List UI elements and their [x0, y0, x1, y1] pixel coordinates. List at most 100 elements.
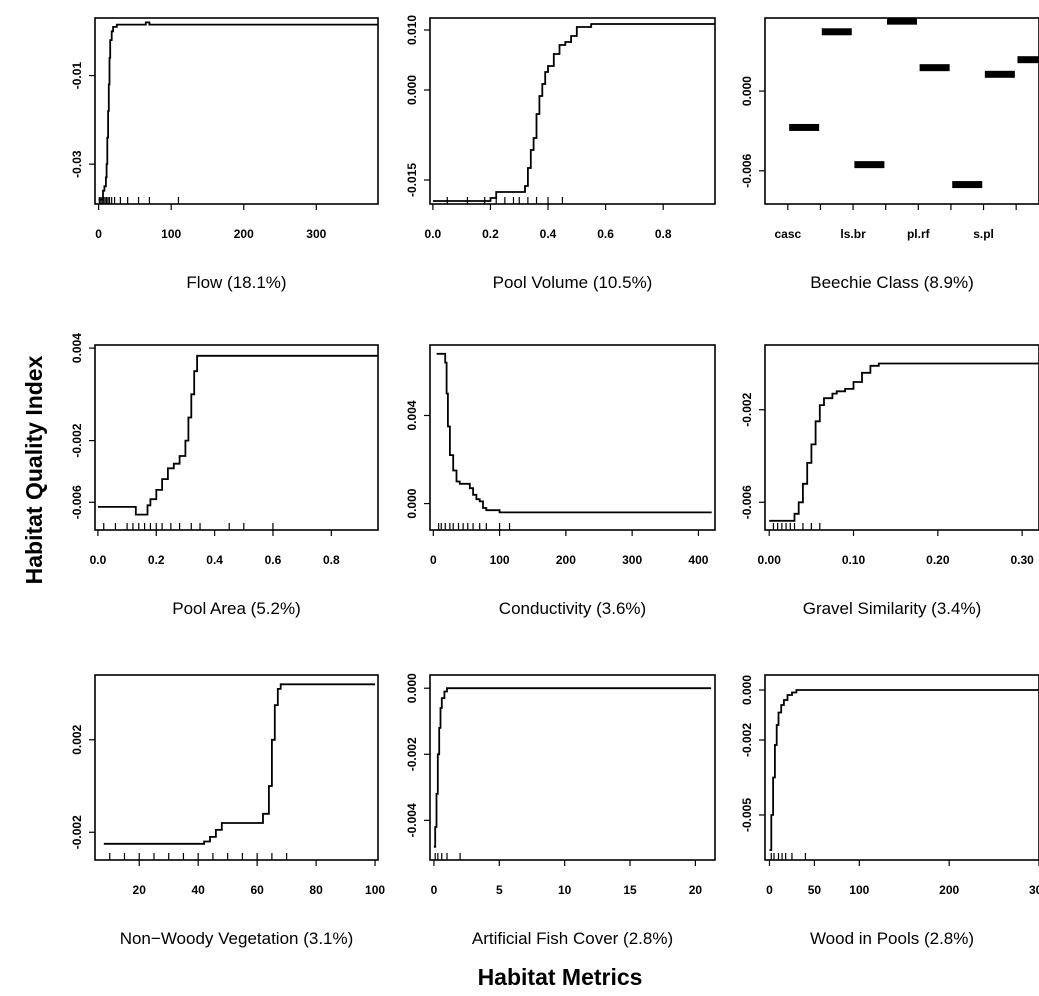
partial-dependence-line — [432, 23, 715, 202]
y-tick-label: -0.006 — [740, 153, 754, 187]
x-tick-label: 300 — [306, 227, 326, 241]
plot-frame — [429, 674, 716, 861]
y-tick-label: 0.000 — [405, 75, 419, 105]
y-tick-label: -0.006 — [740, 485, 754, 519]
x-tick-label: 5 — [496, 883, 503, 897]
class-effect-bar — [952, 181, 983, 189]
panel-xlabel: Conductivity (3.6%) — [499, 599, 646, 618]
x-tick-label: 200 — [939, 883, 959, 897]
panel-xlabel: Beechie Class (8.9%) — [810, 273, 973, 292]
y-tick-label: -0.002 — [405, 737, 419, 771]
x-tick-label: casc — [774, 227, 801, 241]
class-effect-bar — [886, 17, 918, 25]
x-tick-label: 50 — [808, 883, 822, 897]
panel-9: 0 50 100 200 300 0.000 -0.002 -0.005 Wood in Poo… — [740, 674, 1039, 948]
partial-dependence-line — [103, 683, 376, 845]
class-effect-bar — [1017, 56, 1039, 64]
x-tick-label: 0.30 — [1010, 553, 1034, 567]
plot-frame — [429, 344, 716, 531]
plot-frame — [94, 17, 379, 205]
x-tick-label: s.pl — [973, 227, 994, 241]
x-tick-label: 0.0 — [90, 553, 107, 567]
x-tick-label: 0.6 — [597, 227, 614, 241]
x-tick-label: 0.4 — [540, 227, 557, 241]
x-tick-label: 300 — [1029, 883, 1039, 897]
x-tick-label: 20 — [133, 883, 147, 897]
panel-xlabel: Non−Woody Vegetation (3.1%) — [120, 929, 354, 948]
panel-xlabel: Gravel Similarity (3.4%) — [803, 599, 982, 618]
x-tick-label: 200 — [556, 553, 576, 567]
class-effect-bar — [789, 123, 820, 131]
plot-frame — [94, 674, 379, 861]
panel-xlabel: Wood in Pools (2.8%) — [810, 929, 974, 948]
panel-xlabel: Pool Area (5.2%) — [172, 599, 301, 618]
x-tick-label: 100 — [161, 227, 181, 241]
y-tick-label: -0.002 — [70, 815, 84, 849]
x-tick-label: 0 — [430, 553, 437, 567]
y-tick-label: -0.01 — [70, 62, 84, 90]
y-tick-label: 0.002 — [70, 724, 84, 754]
panel-xlabel: Pool Volume (10.5%) — [493, 273, 653, 292]
x-tick-label: 0.20 — [926, 553, 950, 567]
plot-frame — [764, 674, 1039, 861]
partial-dependence-line — [98, 21, 378, 201]
panel-8: 0 5 10 15 20 0.000 -0.002 -0.004 Artificial Fish… — [405, 673, 716, 948]
plot-frame — [764, 17, 1039, 205]
x-tick-label: 0.0 — [425, 227, 442, 241]
x-tick-label: 60 — [250, 883, 264, 897]
x-tick-label: 0.8 — [323, 553, 340, 567]
panel-6: 0.00 0.10 0.20 0.30 -0.002 -0.006 Gravel Simil… — [740, 344, 1039, 618]
plot-frame — [429, 17, 716, 205]
panel-xlabel: Artificial Fish Cover (2.8%) — [472, 929, 673, 948]
x-tick-label: 0.6 — [265, 553, 282, 567]
y-tick-label: 0.000 — [405, 488, 419, 518]
x-tick-label: 100 — [849, 883, 869, 897]
x-tick-label: 40 — [191, 883, 205, 897]
x-tick-label: 0.8 — [655, 227, 672, 241]
partial-dependence-line — [433, 687, 712, 848]
figure-xlabel: Habitat Metrics — [478, 964, 643, 990]
x-tick-label: 80 — [309, 883, 323, 897]
y-tick-label: 0.004 — [70, 333, 84, 363]
panel-4: 0.0 0.2 0.4 0.6 0.8 0.004 -0.002 -0.006 Pool Are… — [70, 333, 379, 618]
class-effect-bar — [919, 64, 950, 72]
partial-dependence-line — [769, 362, 1039, 522]
partial-dependence-line — [769, 689, 1039, 851]
x-tick-label: 0 — [766, 883, 773, 897]
y-tick-label: -0.002 — [70, 423, 84, 457]
partial-dependence-line — [97, 354, 378, 516]
class-effect-bar — [984, 70, 1015, 78]
x-tick-label: ls.br — [840, 227, 866, 241]
partial-dependence-line — [436, 352, 712, 514]
figure-ylabel: Habitat Quality Index — [21, 355, 47, 584]
x-tick-label: 200 — [234, 227, 254, 241]
y-tick-label: -0.015 — [405, 163, 419, 197]
x-tick-label: 20 — [689, 883, 703, 897]
x-tick-label: 0.2 — [148, 553, 165, 567]
y-tick-label: -0.002 — [740, 723, 754, 757]
y-tick-label: 0.004 — [405, 400, 419, 430]
y-tick-label: 0.000 — [740, 76, 754, 106]
class-effect-bar — [821, 28, 852, 36]
x-tick-label: 0.2 — [482, 227, 499, 241]
x-tick-label: 100 — [365, 883, 385, 897]
x-tick-label: 15 — [623, 883, 637, 897]
y-tick-label: -0.03 — [70, 150, 84, 178]
y-tick-label: -0.004 — [405, 803, 419, 837]
x-tick-label: 300 — [622, 553, 642, 567]
x-tick-label: 100 — [490, 553, 510, 567]
x-tick-label: 0 — [431, 883, 438, 897]
y-tick-label: 0.010 — [405, 15, 419, 45]
x-tick-label: 0.00 — [758, 553, 782, 567]
panel-1: 0 100 200 300 -0.01 -0.03 Flow (18.1%) — [70, 17, 379, 292]
panel-5: 0 100 200 300 400 0.004 0.000 Conductivity (3.6… — [405, 344, 716, 618]
y-tick-label: -0.005 — [740, 798, 754, 832]
panel-3: casc ls.br pl.rf s.pl 0.000 -0.006 Beechie Cla… — [740, 17, 1039, 292]
y-tick-label: 0.000 — [405, 673, 419, 703]
panel-7: 20 40 60 80 100 0.002 -0.002 Non−Woody Vegetati… — [70, 674, 385, 948]
panel-2: 0.0 0.2 0.4 0.6 0.8 0.010 0.000 -0.015 Pool Volu… — [405, 15, 716, 292]
y-tick-label: -0.006 — [70, 485, 84, 519]
class-effect-bar — [854, 161, 885, 169]
x-tick-label: 0.4 — [206, 553, 223, 567]
